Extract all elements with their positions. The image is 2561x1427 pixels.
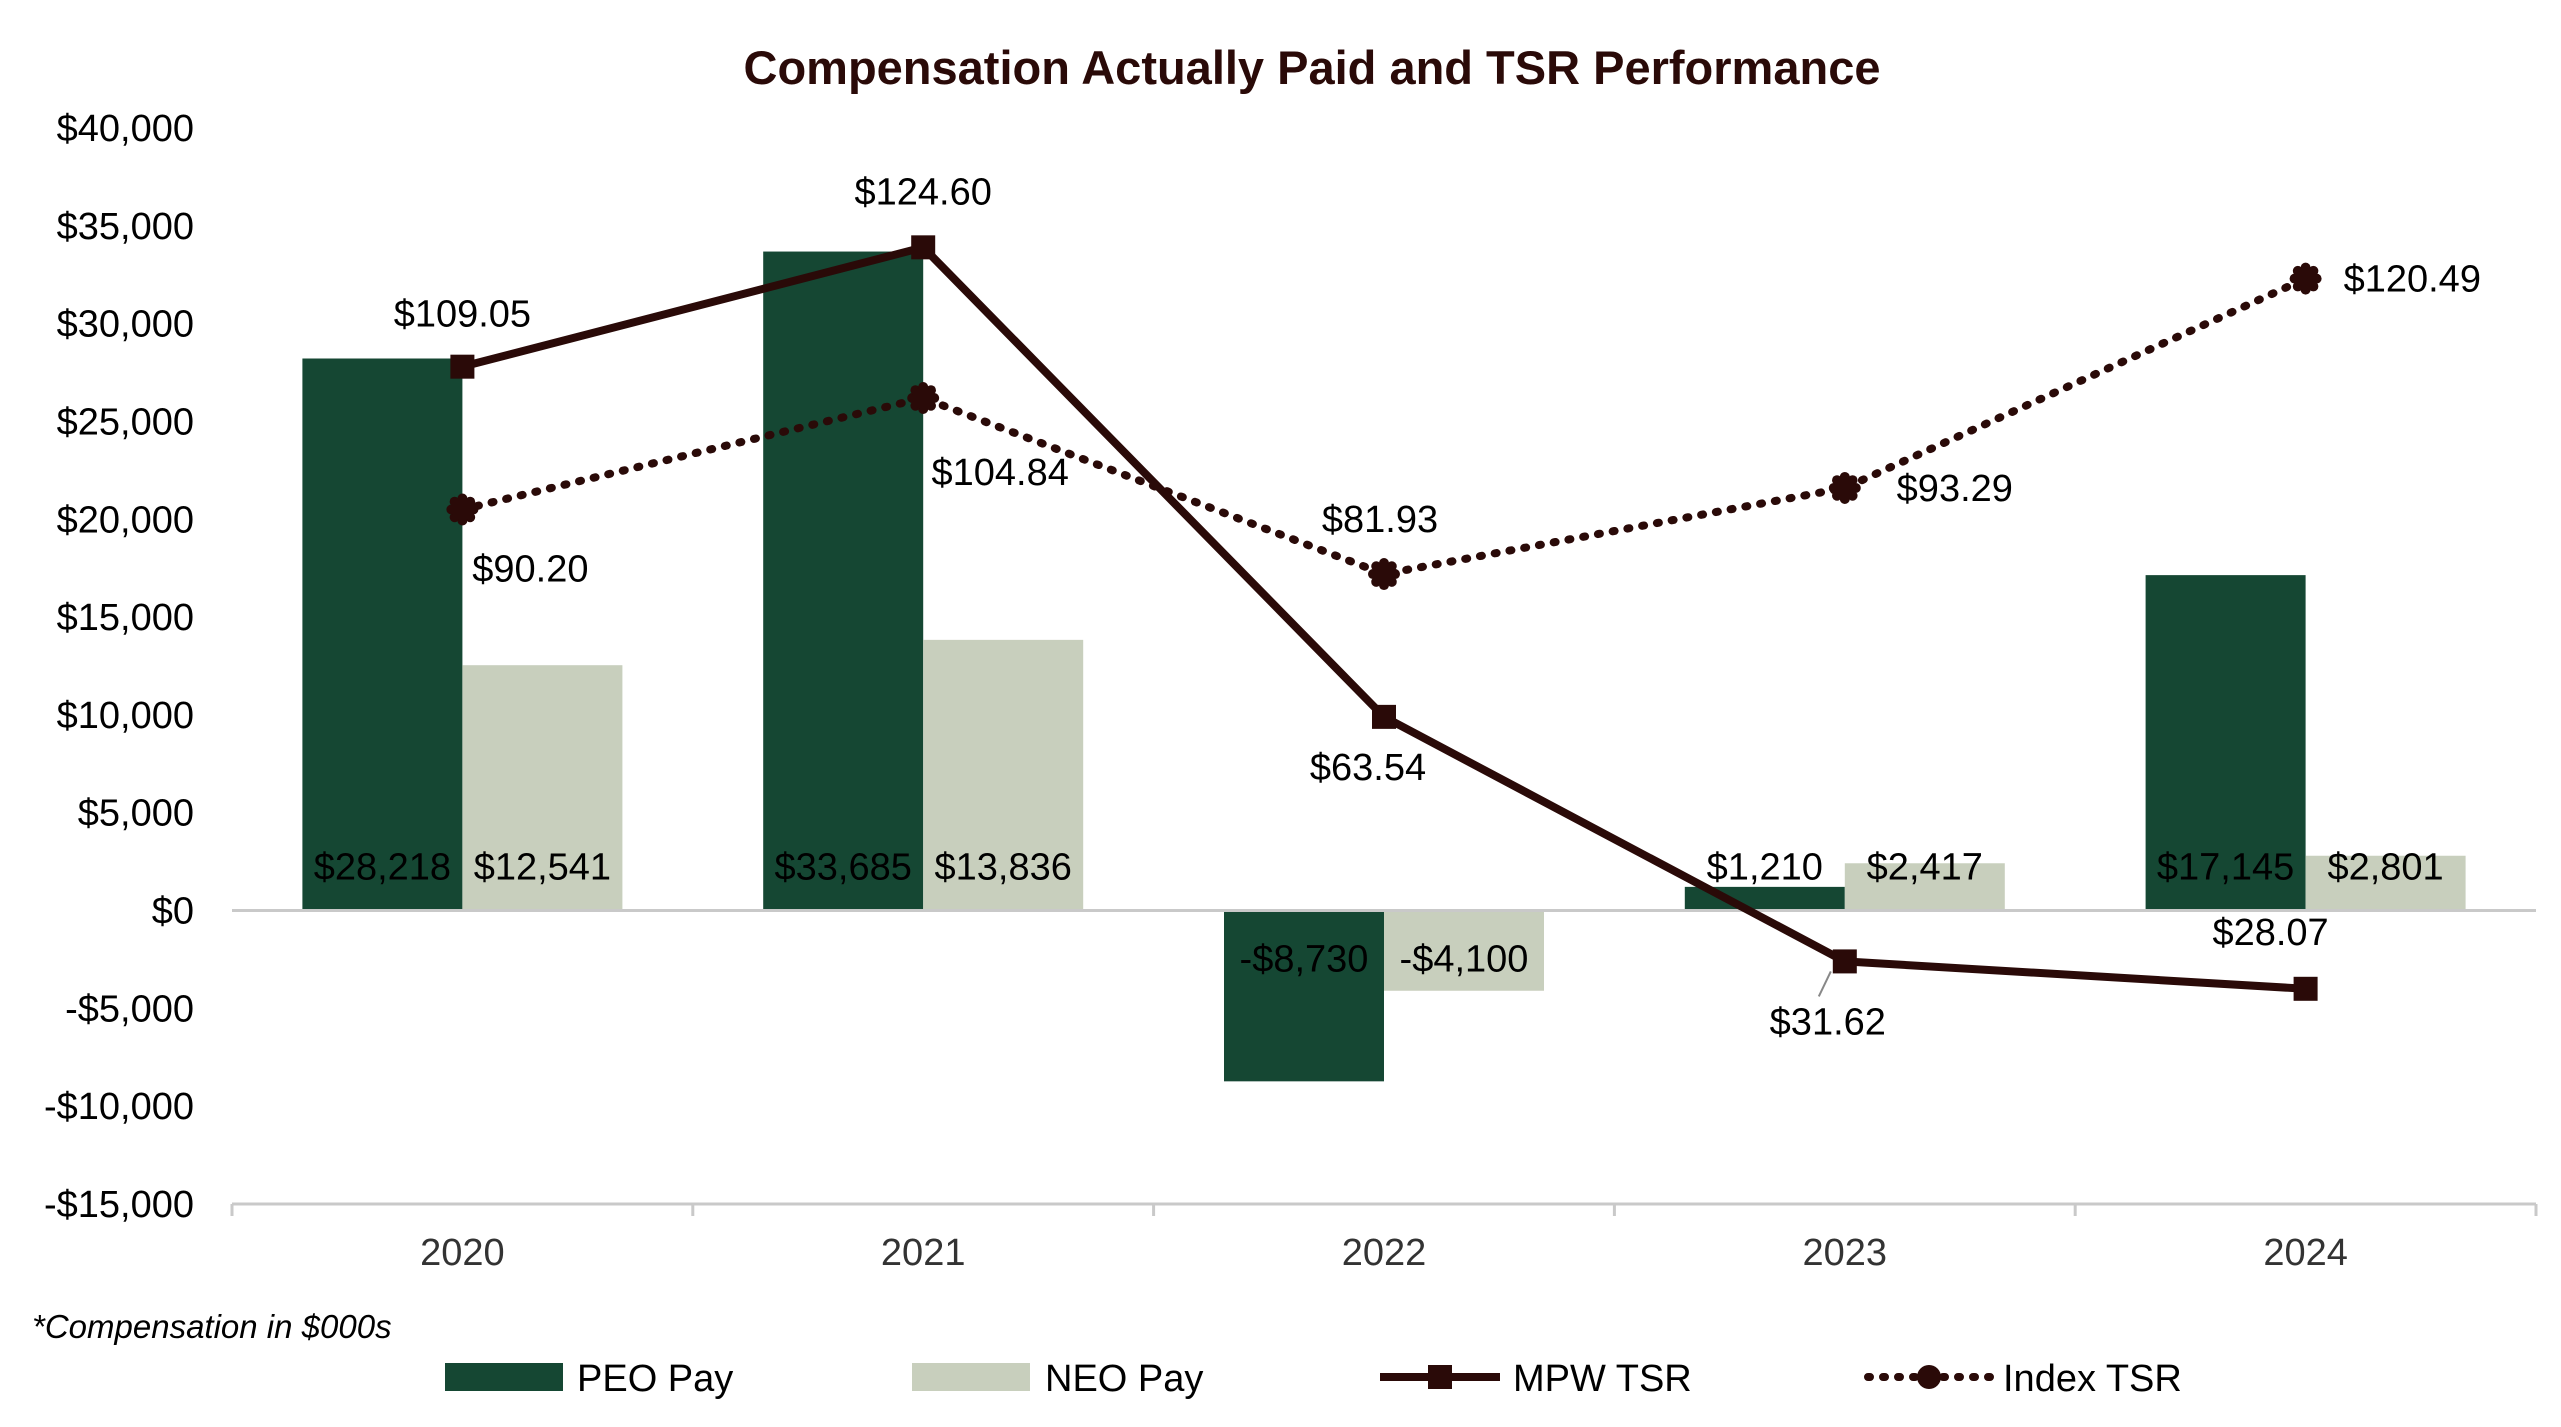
x-tick-label: 2023 bbox=[1803, 1232, 1888, 1274]
y-tick-label: $0 bbox=[152, 891, 194, 933]
index-tsr-marker-core bbox=[1373, 563, 1395, 586]
mpw-tsr-leader-line bbox=[1817, 970, 1832, 997]
mpw-tsr-marker bbox=[911, 235, 936, 260]
bar-data-labels: $28,218 $12,541 $33,685 $13,836 -$8,730 -$4,1… bbox=[314, 847, 2444, 981]
legend-index-label: Index TSR bbox=[2003, 1358, 2182, 1400]
index-tsr-marker bbox=[1828, 471, 1861, 504]
x-tick-label: 2024 bbox=[2263, 1232, 2348, 1274]
neo-pay-bar bbox=[923, 639, 1084, 911]
index-tsr-marker-core bbox=[2294, 267, 2317, 290]
mpw-tsr-marker bbox=[1832, 949, 1857, 974]
x-tick-label: 2022 bbox=[1342, 1232, 1427, 1274]
mpw-tsr-marker bbox=[1372, 704, 1396, 729]
peo-pay-bar bbox=[1684, 886, 1845, 911]
index-tsr-marker bbox=[446, 493, 479, 526]
tsr-lines bbox=[446, 235, 2322, 1001]
neo-pay-bar bbox=[462, 665, 623, 911]
peo-pay-bar bbox=[2145, 575, 2306, 911]
y-tick-label: -$5,000 bbox=[65, 988, 194, 1030]
peo-pay-label: -$8,730 bbox=[1240, 939, 1369, 981]
peo-pay-bar bbox=[302, 358, 463, 911]
index-tsr-marker-core bbox=[912, 386, 935, 409]
x-axis-ticks: 2020 2021 2022 2023 2024 bbox=[420, 1232, 2348, 1274]
mpw-tsr-line bbox=[461, 243, 2306, 993]
y-tick-label: -$15,000 bbox=[44, 1184, 194, 1226]
y-tick-label: $30,000 bbox=[57, 304, 194, 346]
peo-pay-label: $17,145 bbox=[2157, 847, 2294, 889]
index-tsr-marker-core bbox=[451, 498, 474, 521]
index-tsr-label: $104.84 bbox=[932, 452, 1069, 494]
legend: PEO Pay NEO Pay MPW TSR Index TSR bbox=[445, 1358, 2182, 1400]
legend-mpw-label: MPW TSR bbox=[1513, 1358, 1692, 1400]
line-data-labels: $109.05 $124.60 $63.54 $31.62 $28.07 $90.20 $1… bbox=[394, 171, 2481, 1043]
y-tick-label: $20,000 bbox=[57, 499, 194, 541]
x-axis bbox=[230, 909, 2538, 1216]
y-tick-label: $15,000 bbox=[57, 597, 194, 639]
y-tick-label: $10,000 bbox=[57, 695, 194, 737]
index-tsr-label: $81.93 bbox=[1322, 499, 1438, 541]
neo-pay-label: $2,801 bbox=[2327, 847, 2443, 889]
index-tsr-marker-core bbox=[1833, 476, 1856, 499]
neo-pay-label: -$4,100 bbox=[1400, 939, 1529, 981]
footnote: *Compensation in $000s bbox=[32, 1308, 392, 1345]
y-tick-label: -$10,000 bbox=[44, 1086, 194, 1128]
mpw-tsr-label: $109.05 bbox=[394, 294, 531, 336]
peo-pay-bar bbox=[763, 251, 924, 911]
legend-peo-swatch bbox=[445, 1363, 563, 1391]
y-tick-label: $40,000 bbox=[57, 108, 194, 150]
index-tsr-label: $93.29 bbox=[1897, 468, 2013, 510]
y-tick-label: $5,000 bbox=[78, 793, 194, 835]
peo-pay-label: $33,685 bbox=[775, 847, 912, 889]
legend-neo-swatch bbox=[912, 1363, 1030, 1391]
y-tick-label: $25,000 bbox=[57, 401, 194, 443]
index-tsr-label: $120.49 bbox=[2344, 259, 2481, 301]
index-tsr-label: $90.20 bbox=[472, 548, 588, 590]
mpw-tsr-label: $124.60 bbox=[855, 171, 992, 213]
index-tsr-line bbox=[458, 274, 2310, 579]
peo-pay-bar bbox=[1224, 910, 1384, 1082]
mpw-tsr-marker bbox=[450, 354, 475, 379]
index-tsr-marker bbox=[2289, 262, 2322, 295]
y-tick-label: $35,000 bbox=[57, 206, 194, 248]
neo-pay-label: $13,836 bbox=[935, 847, 1072, 889]
index-tsr-marker bbox=[907, 381, 940, 414]
peo-pay-label: $28,218 bbox=[314, 847, 451, 889]
mpw-tsr-label: $63.54 bbox=[1310, 747, 1426, 789]
chart-title: Compensation Actually Paid and TSR Perfo… bbox=[744, 41, 1881, 94]
mpw-tsr-marker bbox=[2293, 976, 2318, 1001]
y-axis-ticks: $40,000 $35,000 $30,000 $25,000 $20,000 $15,0… bbox=[44, 108, 194, 1226]
neo-pay-label: $2,417 bbox=[1867, 847, 1983, 889]
x-tick-label: 2020 bbox=[420, 1232, 505, 1274]
legend-peo-label: PEO Pay bbox=[577, 1358, 733, 1400]
mpw-tsr-label: $31.62 bbox=[1770, 1001, 1886, 1043]
neo-pay-bar bbox=[2305, 855, 2466, 911]
index-tsr-marker bbox=[1368, 558, 1400, 591]
neo-pay-bar bbox=[1384, 910, 1544, 991]
neo-pay-bar bbox=[1844, 863, 2005, 911]
legend-mpw-marker bbox=[1428, 1365, 1452, 1389]
mpw-tsr-label: $28.07 bbox=[2212, 912, 2328, 954]
neo-pay-label: $12,541 bbox=[474, 847, 611, 889]
bars bbox=[302, 251, 2466, 1082]
legend-index-marker bbox=[1917, 1365, 1941, 1389]
legend-neo-label: NEO Pay bbox=[1045, 1358, 1203, 1400]
x-tick-label: 2021 bbox=[881, 1232, 966, 1274]
peo-pay-label: $1,210 bbox=[1707, 847, 1823, 889]
